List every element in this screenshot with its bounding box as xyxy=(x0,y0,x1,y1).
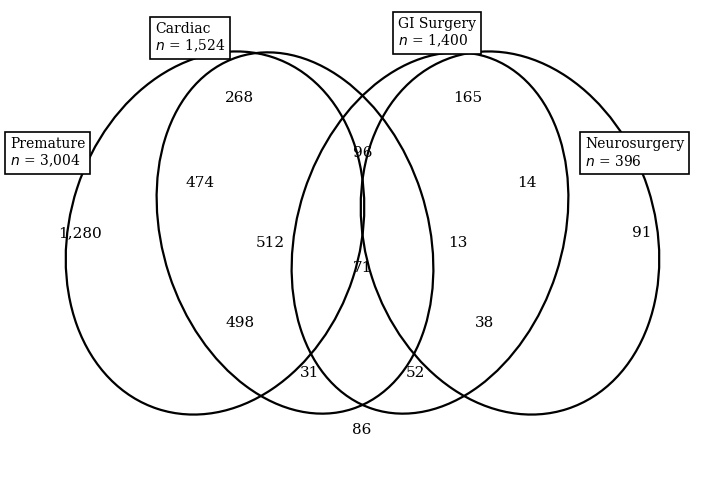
Text: GI Surgery
$n$ = 1,400: GI Surgery $n$ = 1,400 xyxy=(398,17,476,49)
Text: 31: 31 xyxy=(300,366,320,380)
Text: 14: 14 xyxy=(517,176,536,190)
Text: Premature
$n$ = 3,004: Premature $n$ = 3,004 xyxy=(10,137,86,169)
Text: Cardiac
$n$ = 1,524: Cardiac $n$ = 1,524 xyxy=(155,21,225,55)
Text: 268: 268 xyxy=(225,91,255,105)
Text: 38: 38 xyxy=(475,316,495,330)
Text: 498: 498 xyxy=(225,316,255,330)
Text: 512: 512 xyxy=(256,236,284,250)
Text: 1,280: 1,280 xyxy=(58,226,102,240)
Text: 165: 165 xyxy=(454,91,482,105)
Text: 13: 13 xyxy=(449,236,468,250)
Text: 86: 86 xyxy=(352,423,372,437)
Text: 96: 96 xyxy=(354,146,373,160)
Text: 474: 474 xyxy=(186,176,215,190)
Text: 52: 52 xyxy=(405,366,425,380)
Text: Neurosurgery
$n$ = 396: Neurosurgery $n$ = 396 xyxy=(585,137,684,169)
Text: 71: 71 xyxy=(352,261,372,275)
Text: 91: 91 xyxy=(632,226,652,240)
